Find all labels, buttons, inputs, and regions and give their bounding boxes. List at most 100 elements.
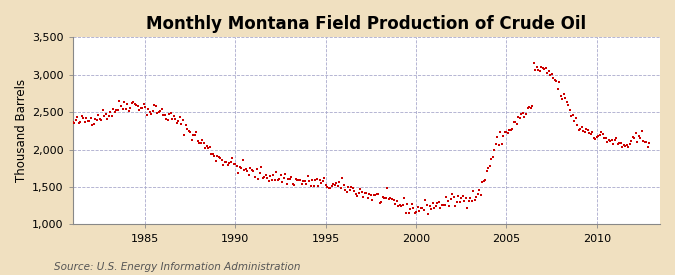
Point [480,178,491,183]
Point [459,199,470,204]
Point [188,133,198,138]
Point [331,181,342,185]
Point [81,116,92,120]
Point [191,130,202,135]
Point [643,145,653,150]
Point [252,177,263,181]
Point [86,116,97,120]
Point [265,174,275,178]
Point [259,175,269,179]
Point [388,198,399,202]
Point [80,120,90,124]
Point [375,201,385,205]
Point [256,165,267,170]
Point [491,142,502,147]
Point [185,129,196,134]
Point [537,66,548,70]
Point [600,136,611,141]
Point [541,71,552,75]
Point [70,118,81,123]
Point [436,203,447,207]
Point [173,118,184,123]
Point [373,192,384,196]
Point [334,179,345,184]
Point [322,185,333,189]
Point [408,206,418,211]
Point [144,110,155,114]
Point [510,120,521,124]
Point [316,180,327,185]
Point [406,202,417,207]
Point [117,107,128,112]
Point [346,185,357,189]
Point [108,107,119,112]
Point [587,130,597,134]
Point [570,116,581,120]
Point [195,141,206,145]
Point [200,145,211,150]
Point [545,73,556,77]
Point [569,119,580,123]
Point [466,198,477,203]
Point [92,118,103,123]
Point [579,130,590,135]
Point [617,145,628,149]
Point [557,97,568,101]
Point [595,133,605,137]
Point [638,139,649,144]
Point [492,134,503,139]
Point [489,148,500,153]
Point [501,130,512,134]
Point [97,108,108,112]
Point [590,137,601,141]
Point [441,195,452,199]
Point [355,187,366,191]
Point [283,177,294,181]
Point [435,206,446,210]
Point [147,108,158,113]
Point [135,106,146,111]
Point [296,181,307,186]
Point [136,106,147,110]
Point [234,165,245,170]
Point [402,202,412,207]
Point [257,176,268,181]
Point [573,128,584,132]
Point [522,106,533,111]
Point [272,178,283,182]
Point [554,80,564,84]
Point [539,67,549,71]
Point [311,177,322,182]
Point [460,196,471,200]
Point [332,184,343,188]
Point [486,157,497,161]
Point [430,204,441,208]
Point [343,185,354,189]
Point [288,182,298,186]
Point [420,198,431,203]
Point [140,104,151,109]
Point [167,117,178,121]
Point [292,177,302,182]
Point [129,101,140,106]
Point [90,117,101,122]
Point [561,100,572,104]
Point [271,170,281,174]
Point [78,116,88,120]
Point [125,106,136,111]
Point [254,170,265,175]
Point [497,142,508,146]
Point [325,186,335,190]
Point [410,210,421,214]
Point [128,99,138,104]
Point [298,178,308,183]
Point [225,160,236,164]
Point [394,203,405,207]
Point [197,138,208,142]
Point [493,142,504,147]
Point [552,87,563,91]
Point [426,207,437,211]
Point [603,138,614,142]
Point [637,129,647,133]
Point [606,138,617,142]
